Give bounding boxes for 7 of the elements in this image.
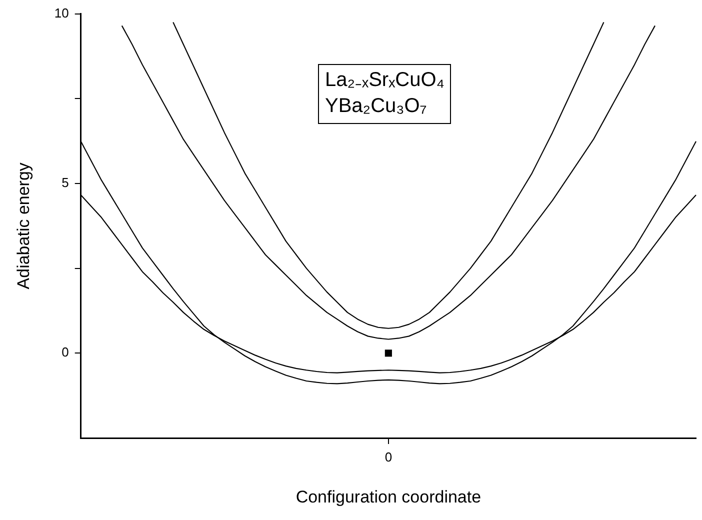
annotation: La₂₋ₓSrₓCuO₄ [325,68,444,93]
y-tick-label: 10 [54,5,69,20]
x-axis-title: Configuration coordinate [296,487,482,506]
y-tick-label: 5 [62,175,69,190]
y-tick-label: 0 [62,344,69,360]
y-axis-title: Adiabatic energy [14,162,33,290]
annotation: YBa₂Cu₃O₇ [325,94,428,119]
